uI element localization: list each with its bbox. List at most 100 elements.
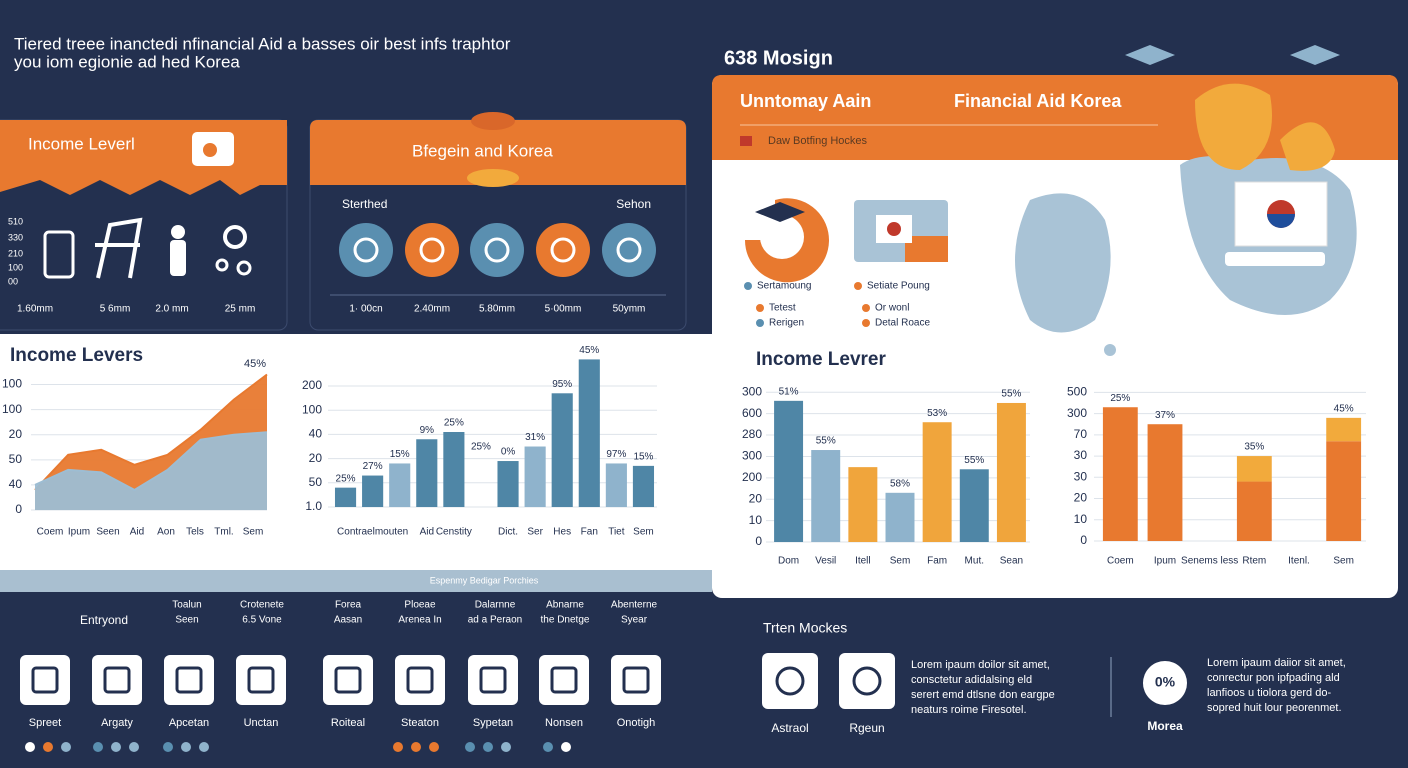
paragraph: consctetur adidalsing eld <box>911 674 1032 686</box>
icon <box>471 112 515 130</box>
y-tick-label: 30 <box>1074 448 1088 462</box>
icon-box <box>395 655 445 705</box>
icon-box <box>611 655 661 705</box>
bar <box>1236 456 1272 482</box>
icon-glyph <box>479 666 507 694</box>
footer-title: Trten Mockes <box>763 620 847 636</box>
icon-box <box>468 655 518 705</box>
bar <box>1326 417 1362 442</box>
column-header: the Dnetge <box>541 615 590 626</box>
pager-dot <box>129 742 139 752</box>
bar <box>1147 424 1183 541</box>
bar-label: 58% <box>890 478 910 489</box>
y-tick-label: 50 <box>309 475 323 489</box>
decoration <box>1280 122 1335 171</box>
y-tick-label: 100 <box>2 402 22 416</box>
icon-glyph <box>247 666 275 694</box>
x-tick-label: Coem <box>37 527 64 538</box>
y-tick-label: 40 <box>309 427 323 441</box>
bar <box>1236 481 1272 541</box>
bar-label: 37% <box>1155 410 1175 421</box>
paragraph: sopred huit lour peorenmet. <box>1207 702 1342 714</box>
icon-box <box>762 653 818 709</box>
x-tick-label: Sem <box>633 527 654 538</box>
icon-label: Apcetan <box>169 717 209 729</box>
y-tick-label: 300 <box>1067 406 1087 420</box>
icon-label: Steaton <box>401 717 439 729</box>
icon-glyph <box>622 666 650 694</box>
pager-dot <box>483 742 493 752</box>
icon-circle <box>470 223 524 277</box>
bar-label: 55% <box>964 455 984 466</box>
legend-text: Detal Roace <box>875 318 930 329</box>
y-tick-label: 200 <box>302 378 322 392</box>
flag-emblem <box>1267 214 1295 228</box>
bar-label: 55% <box>816 436 836 447</box>
decoration <box>905 236 948 262</box>
y-tick-label: 40 <box>9 477 23 491</box>
x-tick-label: Itell <box>855 556 871 567</box>
bar-label: 53% <box>927 408 947 419</box>
caption: 25 mm <box>225 304 256 315</box>
legend-dot <box>862 304 870 312</box>
icon-box <box>164 655 214 705</box>
bar-label: 31% <box>525 432 545 443</box>
legend-text: Tetest <box>769 303 796 314</box>
icon-label: Roiteal <box>331 717 365 729</box>
y-tick-label: 20 <box>9 427 23 441</box>
column-header: 6.5 Vone <box>242 615 282 626</box>
x-tick-label: Tml. <box>214 527 233 538</box>
y-tick-label: 0 <box>1080 533 1087 547</box>
x-tick-label: Ipum <box>68 527 90 538</box>
card-subtitle: Daw Botfing Hockes <box>768 135 868 147</box>
pager-dot <box>543 742 553 752</box>
bar-label: 15% <box>390 449 410 460</box>
icon-label: Unctan <box>244 717 279 729</box>
pager-dot <box>465 742 475 752</box>
badge-label: Morea <box>1147 719 1183 733</box>
bar-label: 9% <box>420 425 435 436</box>
bar-label: 97% <box>606 449 626 460</box>
legend-dot <box>756 319 764 327</box>
header-text: Tiered treee inanctedi nfinancial Aid a … <box>14 34 511 53</box>
x-tick-label: Aid <box>130 527 144 538</box>
x-tick-label: Fam <box>927 556 947 567</box>
icon-glyph <box>616 237 642 263</box>
bar <box>551 393 573 507</box>
icon-glyph <box>550 237 576 263</box>
bar-label: 45% <box>579 345 599 356</box>
icon-circle <box>339 223 393 277</box>
decoration <box>760 215 804 259</box>
x-tick-label: Aon <box>157 527 175 538</box>
x-tick-label: Sem <box>243 527 264 538</box>
icon-glyph <box>852 666 882 696</box>
y-tick-label: 300 <box>742 384 762 398</box>
x-tick-label: Aid <box>420 527 434 538</box>
area-line <box>34 431 268 492</box>
paragraph: conrectur pon ipfpading ald <box>1207 672 1340 684</box>
x-tick-label: Ser <box>527 527 543 538</box>
y-tick-label: 300 <box>742 449 762 463</box>
y-tick-label: 0 <box>755 534 762 548</box>
y-tick-label: 50 <box>9 452 23 466</box>
pager-dot <box>93 742 103 752</box>
caption: 2.40mm <box>414 304 450 315</box>
icon-glyph <box>775 666 805 696</box>
panel-title: Bfegein and Korea <box>412 141 553 160</box>
icon <box>95 217 143 279</box>
icon-label: Argaty <box>101 717 133 729</box>
x-tick-label: Dict. <box>498 527 518 538</box>
y-tick-label: 200 <box>742 470 762 484</box>
map-shape <box>1015 193 1111 333</box>
icon-circle <box>536 223 590 277</box>
swatch <box>740 136 752 146</box>
icon <box>171 225 185 239</box>
annotation: 45% <box>244 358 266 370</box>
column-header: Aasan <box>334 615 362 626</box>
badge <box>1143 661 1187 705</box>
paragraph: serert emd dtlsne don eargpe <box>911 689 1055 701</box>
pager-dot <box>199 742 209 752</box>
paragraph: Lorem ipaum daiior sit amet, <box>1207 657 1346 669</box>
y-tick-label: 20 <box>749 491 763 505</box>
icon-circle <box>602 223 656 277</box>
